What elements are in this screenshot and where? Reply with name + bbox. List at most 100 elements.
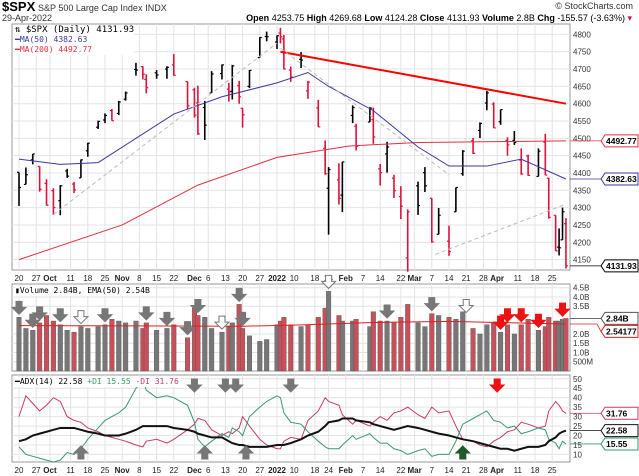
ma50-legend-label: MA(50) 4382.63: [19, 35, 88, 44]
ma200-line: [18, 140, 566, 261]
price-bar: [484, 90, 489, 111]
date-axis-tick: Mar: [407, 466, 421, 475]
date-axis-tick: Nov: [115, 466, 131, 475]
price-bar: [453, 186, 458, 213]
price-bar: [460, 150, 465, 176]
date-axis-tick: 18: [310, 274, 319, 283]
date-axis-tick: 13: [221, 466, 230, 475]
price-bar: [553, 214, 558, 252]
price-axis-tick: 4250: [573, 221, 591, 230]
index-name: S&P 500 Large Cap Index: [38, 3, 143, 13]
date-axis-tick: 18: [531, 274, 540, 283]
date-axis-tick: 10: [290, 466, 299, 475]
price-bar: [109, 108, 114, 122]
date-axis-tick: 2022: [268, 274, 286, 283]
volume-axis-tick: 4.5B: [573, 284, 589, 293]
volume-bar: [477, 333, 483, 372]
price-bar: [226, 82, 231, 102]
green-arrow-up-icon: [454, 445, 471, 460]
price-bar: [154, 70, 159, 79]
quote-summary: Open 4253.75 High 4269.68 Low 4124.28 Cl…: [246, 13, 632, 23]
volume-bar: [453, 318, 459, 372]
date-axis-tick: 18: [531, 466, 540, 475]
price-bar: [192, 87, 197, 118]
price-bar: [350, 105, 355, 124]
dashed-trendline: [435, 203, 567, 255]
gray-arrow-down-icon: [423, 297, 441, 312]
volume-bar: [102, 324, 108, 372]
price-bar: [264, 31, 269, 42]
date-axis-tick: 18: [310, 466, 319, 475]
close-value: 4131.93: [446, 13, 480, 23]
date-axis-tick: 20: [15, 466, 24, 475]
price-axis-tick: 4550: [573, 117, 591, 126]
chart-header-title: $SPX S&P 500 Large Cap Index INDX: [2, 0, 167, 15]
price-axis-tick: 4400: [573, 169, 591, 178]
price-bar: [378, 163, 383, 186]
exchange: INDX: [145, 3, 167, 13]
price-bar: [275, 35, 279, 49]
volume-bar: [143, 322, 149, 372]
price-bar: [536, 148, 541, 178]
volume-bar: [298, 326, 304, 372]
volume-bar: [85, 328, 91, 372]
volume-bar: [518, 324, 524, 372]
volume-bar: [37, 322, 43, 372]
volume-bar: [535, 330, 541, 372]
date-axis-tick: 11: [66, 466, 75, 475]
date-axis-tick: 14: [445, 274, 454, 283]
price-axis-tick: 4800: [573, 30, 591, 39]
outline-arrow-down-icon: [320, 274, 337, 290]
volume-label: Volume: [482, 13, 514, 23]
date-axis-tick: 14: [376, 274, 385, 283]
volume-bar: [460, 311, 466, 372]
price-bar: [65, 168, 70, 178]
volume-bar: [353, 318, 359, 372]
date-axis-tick: 10: [290, 274, 299, 283]
ma200-legend-label: MA(200) 4492.77: [19, 45, 93, 54]
volume-bar: [370, 311, 376, 372]
volume-bar: [44, 315, 50, 372]
line-swatch-icon: ━: [15, 377, 20, 386]
date-axis-tick: 22: [396, 274, 405, 283]
price-bar: [171, 54, 176, 76]
value-tag-label: 15.55: [606, 439, 628, 449]
gray-arrow-down-icon: [31, 306, 48, 321]
price-bar: [326, 167, 331, 235]
value-tag-label: 2.54177: [606, 326, 637, 336]
gray-arrow-up-icon: [237, 445, 255, 460]
date-axis-tick: 24: [324, 466, 333, 475]
volume-bar: [78, 326, 84, 372]
gray-arrow-down-icon: [189, 298, 207, 314]
price-axis-tick: 4350: [573, 186, 591, 195]
date-axis-tick: 21: [462, 466, 471, 475]
line-swatch-icon: ━: [15, 45, 20, 54]
volume-bar: [202, 317, 208, 372]
red-arrow-down-icon: [513, 308, 530, 323]
price-bar: [557, 228, 562, 256]
price-bar: [498, 108, 503, 125]
volume-axis-tick: 3.5B: [573, 302, 589, 311]
date-axis-tick: 28: [479, 274, 488, 283]
gray-arrow-down-icon: [282, 378, 299, 393]
volume-bar: [326, 291, 332, 372]
volume-axis-tick: 2.0B: [573, 330, 589, 339]
date-axis-tick: 20: [238, 274, 247, 283]
adx-axis-tick: 50: [573, 375, 582, 384]
date-axis-tick: 14: [376, 466, 385, 475]
date-axis-tick: Dec: [187, 274, 202, 283]
price-legend-label: $SPX (Daily) 4131.93: [25, 25, 135, 35]
date-axis-tick: 11: [514, 466, 523, 475]
date-axis-tick: Oct: [43, 466, 57, 475]
outline-arrow-down-icon: [457, 298, 475, 314]
price-axis-tick: 4600: [573, 100, 591, 109]
volume-axis-tick: 1.0B: [573, 348, 589, 357]
value-tag-label: 4131.93: [606, 261, 637, 271]
volume-axis-tick: 500M: [573, 358, 593, 367]
price-bar: [385, 141, 390, 173]
outline-arrow-down-icon: [72, 310, 90, 325]
gray-arrow-down-icon: [234, 311, 251, 327]
adx-axis-tick: 40: [573, 394, 582, 403]
date-axis-tick: 27: [255, 466, 264, 475]
